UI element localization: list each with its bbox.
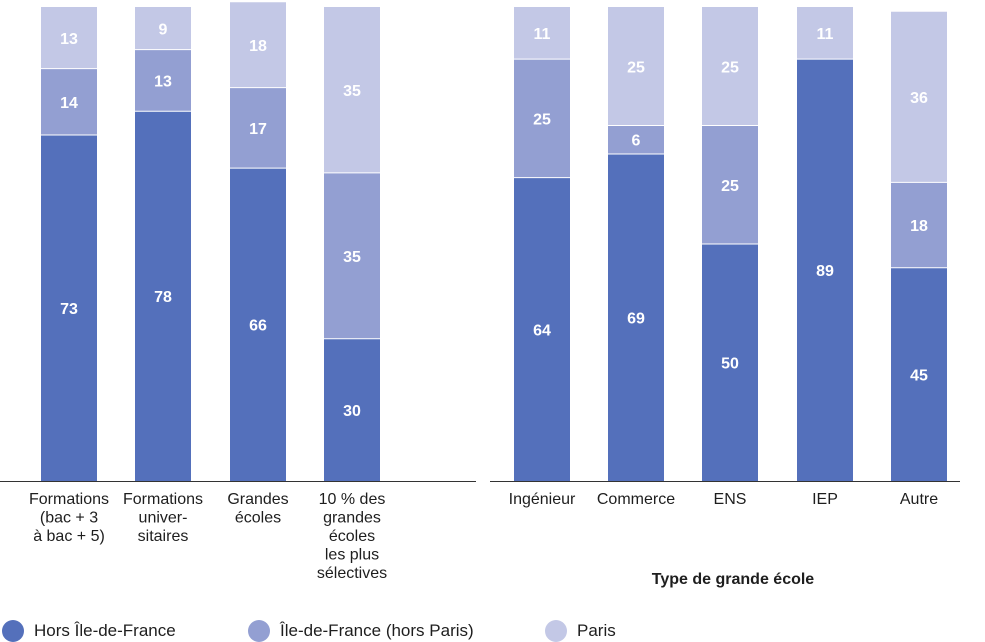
data-label: 69: [627, 310, 645, 327]
data-label: 25: [533, 111, 551, 128]
bar-segment-idf-hors-paris: [891, 182, 947, 268]
data-label: 18: [910, 218, 928, 235]
bar-segment-idf-hors-paris: [41, 68, 97, 135]
data-label: 64: [533, 322, 551, 339]
legend-swatch-paris: [545, 620, 567, 642]
data-label: 35: [343, 249, 361, 266]
data-label: 25: [627, 59, 645, 76]
bar-segment-paris: [514, 7, 570, 60]
bar-segment-hors-idf: [324, 338, 380, 481]
category-label: écoles: [329, 528, 375, 545]
bar-segment-hors-idf: [135, 111, 191, 481]
category-label: Formations: [29, 491, 109, 508]
data-label: 50: [721, 356, 739, 373]
bar-segment-hors-idf: [41, 134, 97, 482]
category-label: 10 % des: [319, 491, 386, 508]
data-label: 78: [154, 289, 172, 306]
legend-item-hors-idf: Hors Île-de-France: [2, 620, 176, 642]
legend-label-idf-hors-paris: Île-de-France (hors Paris): [280, 621, 474, 640]
category-label: grandes: [323, 510, 381, 527]
category-label: écoles: [235, 510, 281, 527]
data-label: 35: [343, 83, 361, 100]
legend-label-paris: Paris: [577, 621, 616, 640]
category-label: (bac + 3: [40, 510, 98, 527]
bar-segment-paris: [230, 2, 286, 88]
legend-item-idf-hors-paris: Île-de-France (hors Paris): [248, 620, 474, 642]
legend-item-paris: Paris: [545, 620, 616, 642]
data-label: 14: [60, 95, 78, 112]
bar-segment-hors-idf: [702, 244, 758, 481]
category-label: Commerce: [597, 491, 675, 508]
data-label: 9: [159, 21, 168, 38]
bar-segment-paris: [891, 11, 947, 183]
chart-panel-2: 64 25 11 Ingénieur 69 6 25 Commerce 50 25 25 ENS 89 1…: [490, 7, 960, 588]
bar-segment-hors-idf: [891, 267, 947, 481]
data-label: 25: [721, 178, 739, 195]
stacked-bar-chart: 73 14 13 Formations (bac + 3à bac + 5) 78 13 9 F…: [0, 2, 960, 588]
bar-segment-idf-hors-paris: [135, 49, 191, 112]
data-label: 36: [910, 90, 928, 107]
data-label: 73: [60, 301, 78, 318]
category-label: les plus: [325, 547, 379, 564]
bar-segment-idf-hors-paris: [608, 125, 664, 154]
data-label: 11: [534, 26, 551, 43]
bar-segment-idf-hors-paris: [230, 87, 286, 169]
category-label: sélectives: [317, 565, 387, 582]
category-label: ENS: [714, 491, 747, 508]
category-label: Autre: [900, 491, 938, 508]
category-label: à bac + 5): [33, 528, 105, 545]
bar-segment-paris: [324, 7, 380, 173]
data-label: 13: [154, 73, 172, 90]
category-label: Ingénieur: [509, 491, 576, 508]
bar-segment-paris: [135, 7, 191, 50]
category-label: Formations: [123, 491, 203, 508]
data-label: 25: [721, 59, 739, 76]
data-label: 18: [249, 38, 267, 55]
data-label: 89: [816, 263, 834, 280]
bar-segment-hors-idf: [514, 177, 570, 481]
legend-label-hors-idf: Hors Île-de-France: [34, 621, 176, 640]
data-label: 30: [343, 403, 361, 420]
bar-segment-paris: [608, 7, 664, 126]
bar-segment-hors-idf: [230, 168, 286, 481]
legend-swatch-hors-idf: [2, 620, 24, 642]
x-axis-title: Type de grande école: [652, 571, 815, 588]
bar-segment-paris: [797, 7, 853, 60]
bar-segment-paris: [41, 7, 97, 69]
data-label: 13: [60, 31, 78, 48]
data-label: 17: [249, 121, 267, 138]
legend: Hors Île-de-France Île-de-France (hors P…: [0, 614, 985, 642]
data-label: 11: [817, 26, 834, 43]
data-label: 6: [632, 133, 641, 150]
bar-segment-hors-idf: [608, 153, 664, 481]
chart-panel-1: 73 14 13 Formations (bac + 3à bac + 5) 78 13 9 F…: [0, 2, 476, 582]
data-label: 45: [910, 367, 928, 384]
category-label: Grandes: [227, 491, 288, 508]
bar-segment-idf-hors-paris: [324, 172, 380, 339]
category-label: sitaires: [138, 528, 189, 545]
bar-segment-paris: [702, 7, 758, 126]
category-label: univer-: [139, 510, 188, 527]
bar-segment-idf-hors-paris: [702, 125, 758, 244]
legend-swatch-idf-hors-paris: [248, 620, 270, 642]
bar-segment-idf-hors-paris: [514, 59, 570, 178]
category-label: IEP: [812, 491, 838, 508]
data-label: 66: [249, 318, 267, 335]
bar-segment-hors-idf: [797, 59, 853, 481]
